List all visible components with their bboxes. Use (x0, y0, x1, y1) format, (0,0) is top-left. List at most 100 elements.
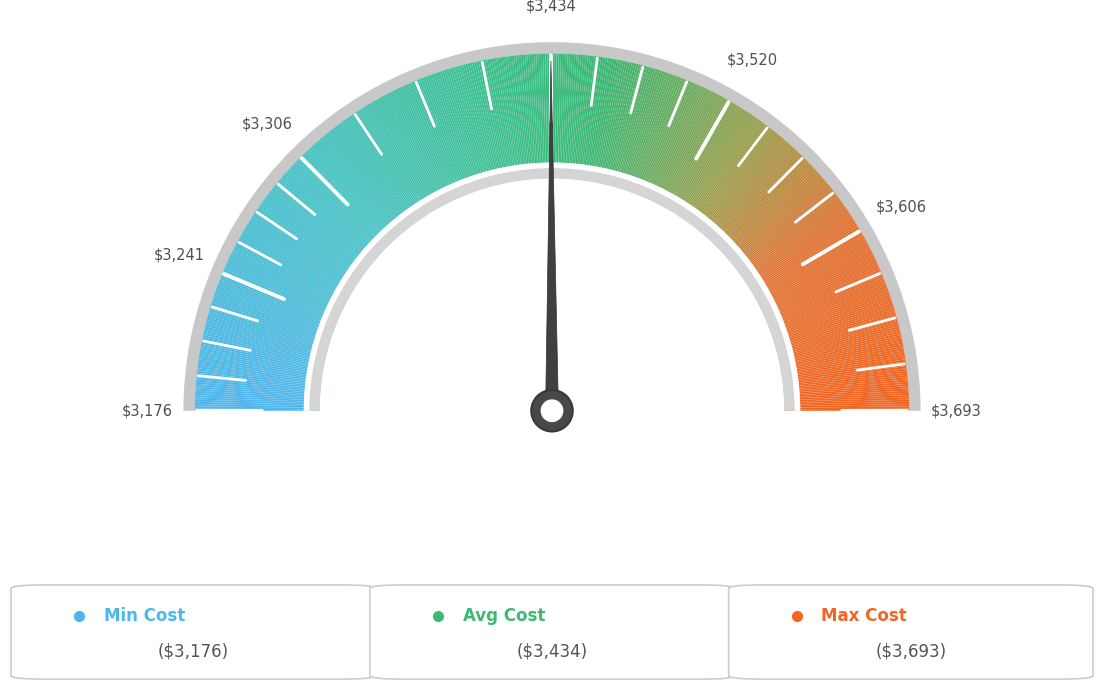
Wedge shape (696, 130, 774, 229)
Wedge shape (560, 54, 565, 179)
Wedge shape (784, 397, 909, 404)
Wedge shape (781, 351, 904, 373)
Wedge shape (369, 104, 434, 212)
Wedge shape (210, 305, 330, 343)
Wedge shape (256, 208, 361, 280)
Wedge shape (304, 163, 800, 411)
Wedge shape (783, 375, 907, 389)
Wedge shape (337, 124, 413, 226)
Wedge shape (197, 371, 321, 386)
Wedge shape (202, 339, 325, 366)
Wedge shape (198, 364, 322, 382)
Wedge shape (213, 296, 332, 337)
Wedge shape (773, 302, 893, 342)
Wedge shape (421, 78, 468, 195)
Wedge shape (235, 245, 347, 304)
Wedge shape (758, 248, 871, 306)
Wedge shape (757, 245, 869, 304)
Wedge shape (232, 250, 344, 308)
Wedge shape (414, 80, 464, 197)
Wedge shape (238, 237, 349, 299)
Wedge shape (388, 92, 447, 204)
Wedge shape (238, 239, 349, 300)
Wedge shape (534, 54, 542, 179)
Wedge shape (295, 161, 385, 250)
Wedge shape (519, 55, 532, 179)
Wedge shape (592, 59, 615, 182)
Wedge shape (364, 106, 432, 213)
Text: ($3,434): ($3,434) (517, 642, 587, 660)
Wedge shape (574, 55, 587, 180)
Wedge shape (219, 279, 336, 326)
Text: ($3,693): ($3,693) (875, 642, 946, 660)
Wedge shape (482, 60, 509, 183)
Wedge shape (665, 99, 728, 209)
Wedge shape (195, 393, 320, 401)
Wedge shape (283, 175, 378, 258)
Wedge shape (784, 382, 909, 393)
Text: $3,693: $3,693 (931, 403, 981, 418)
Wedge shape (199, 357, 322, 377)
Wedge shape (328, 131, 407, 230)
Wedge shape (457, 66, 491, 187)
Wedge shape (206, 317, 328, 352)
Wedge shape (555, 54, 559, 179)
Wedge shape (561, 54, 567, 179)
Wedge shape (609, 65, 643, 186)
Wedge shape (777, 326, 900, 357)
Wedge shape (299, 157, 389, 246)
Wedge shape (691, 124, 767, 226)
Wedge shape (784, 395, 909, 402)
FancyBboxPatch shape (370, 585, 734, 679)
Wedge shape (594, 59, 619, 183)
Wedge shape (521, 55, 533, 179)
Wedge shape (523, 55, 534, 179)
Wedge shape (229, 257, 342, 312)
Wedge shape (277, 181, 374, 263)
Wedge shape (502, 57, 521, 181)
Wedge shape (781, 344, 903, 368)
Wedge shape (570, 55, 581, 179)
Wedge shape (765, 269, 881, 320)
Wedge shape (259, 204, 362, 278)
Wedge shape (774, 305, 894, 343)
Wedge shape (614, 66, 649, 188)
Wedge shape (476, 61, 505, 184)
Wedge shape (779, 337, 902, 364)
Wedge shape (684, 118, 758, 221)
Wedge shape (319, 139, 402, 235)
Wedge shape (339, 123, 414, 225)
Wedge shape (194, 404, 320, 408)
Wedge shape (361, 108, 428, 215)
Wedge shape (753, 233, 863, 297)
Wedge shape (772, 294, 890, 336)
Wedge shape (784, 408, 910, 411)
Wedge shape (671, 104, 737, 213)
Wedge shape (776, 317, 898, 352)
Wedge shape (330, 130, 408, 229)
Wedge shape (480, 60, 507, 184)
Wedge shape (311, 146, 396, 239)
Wedge shape (623, 70, 662, 190)
Wedge shape (739, 199, 841, 275)
Wedge shape (321, 137, 403, 234)
Wedge shape (756, 241, 867, 302)
Text: $3,606: $3,606 (875, 199, 926, 215)
Wedge shape (514, 55, 529, 180)
Wedge shape (585, 57, 606, 181)
Wedge shape (726, 175, 821, 258)
Wedge shape (722, 168, 816, 254)
Wedge shape (195, 382, 320, 393)
Wedge shape (214, 294, 332, 336)
Wedge shape (267, 194, 368, 270)
Wedge shape (595, 60, 622, 183)
Circle shape (541, 400, 563, 422)
Wedge shape (309, 148, 395, 241)
Wedge shape (669, 102, 734, 211)
Wedge shape (205, 322, 327, 355)
Wedge shape (705, 143, 789, 237)
Wedge shape (784, 393, 909, 401)
Wedge shape (668, 101, 732, 210)
Wedge shape (478, 61, 506, 184)
Wedge shape (195, 391, 320, 399)
